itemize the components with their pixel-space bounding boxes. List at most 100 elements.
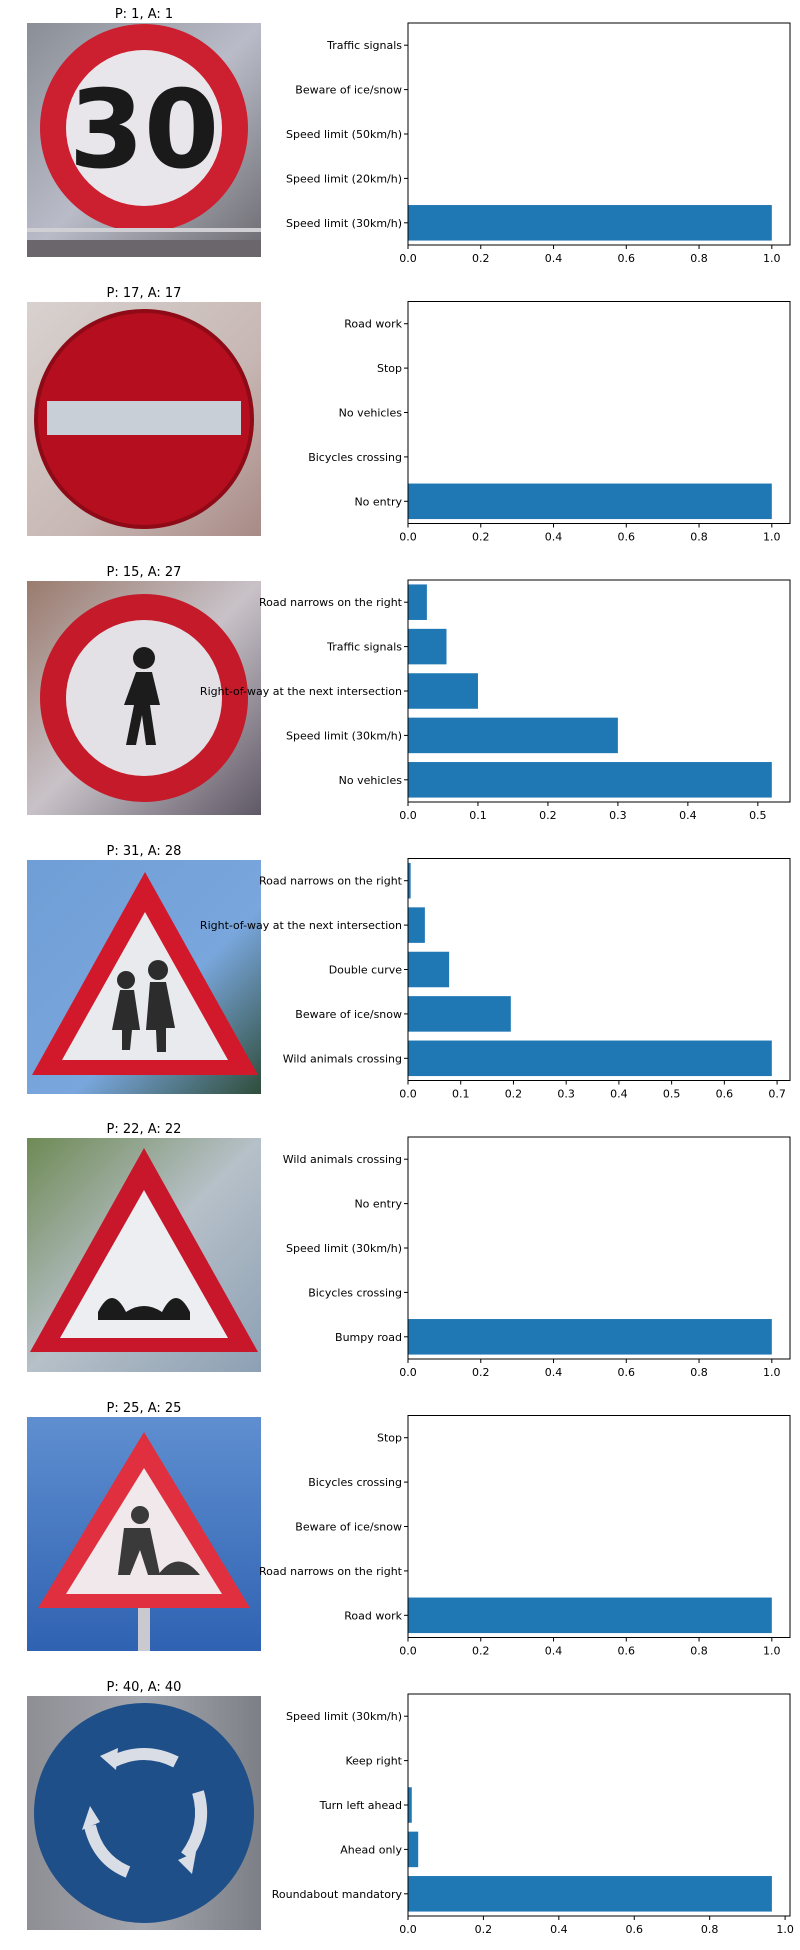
image-title-6: P: 25, A: 25 [107,1401,182,1416]
x-tick-label: 0.0 [399,1366,417,1379]
x-tick-label: 0.5 [663,1088,681,1101]
x-tick-label: 0.0 [399,809,417,822]
bar-4-1 [408,1040,772,1077]
x-tick-label: 0.0 [399,1088,417,1101]
x-tick-label: 0.4 [545,252,563,265]
x-tick-label: 0.4 [545,1366,563,1379]
x-tick-label: 0.3 [609,809,627,822]
bar-chart-5: Bumpy road Bicycles crossing Speed limit (… [283,1136,791,1379]
bar-7-2 [408,1831,419,1868]
x-tick-label: 0.6 [618,1366,636,1379]
category-label: Stop [377,1432,402,1445]
x-tick-label: 0.0 [399,531,417,544]
bar-4-5 [408,862,411,899]
bar-3-2 [408,717,618,754]
category-label: Speed limit (30km/h) [286,1710,402,1723]
x-tick-label: 0.2 [475,1923,493,1936]
x-tick-label: 0.6 [716,1088,734,1101]
bar-2-1 [408,483,772,520]
x-tick-label: 0.6 [618,531,636,544]
bar-chart-2: No entry Bicycles crossing No vehicles Stop… [308,301,791,544]
x-tick-label: 0.4 [679,809,697,822]
x-tick-label: 1.0 [763,531,781,544]
bar-7-3 [408,1787,412,1823]
category-label: Traffic signals [326,39,402,52]
bar-chart-6: Road work Road narrows on the right Beware… [259,1415,791,1658]
category-label: No entry [354,1198,402,1211]
category-label: Speed limit (30km/h) [286,217,402,230]
x-tick-label: 0.2 [505,1088,523,1101]
x-tick-label: 0.8 [690,1645,708,1658]
category-label: Right-of-way at the next intersection [200,919,402,932]
x-tick-label: 0.4 [610,1088,628,1101]
category-label: Road work [344,318,402,331]
x-tick-label: 0.3 [557,1088,575,1101]
x-tick-label: 0.2 [472,531,490,544]
bar-chart-3: No vehicles Speed limit (30km/h) Right-of-… [200,579,791,822]
category-label: Bumpy road [335,1331,402,1344]
category-label: Wild animals crossing [283,1153,402,1166]
image-title-4: P: 31, A: 28 [107,844,182,859]
bar-1-1 [408,205,772,241]
bar-5-1 [408,1319,772,1355]
x-tick-label: 0.0 [399,1923,417,1936]
x-tick-label: 0.0 [399,1645,417,1658]
category-label: Beware of ice/snow [295,1008,402,1021]
sign-image-7: P: 40, A: 40 [27,1680,261,1930]
svg-text:30: 30 [69,68,219,193]
bar-chart-1: Speed limit (30km/h) Speed limit (20km/h)… [286,22,791,265]
category-label: No vehicles [339,774,403,787]
x-tick-label: 0.4 [550,1923,568,1936]
x-tick-label: 0.8 [690,252,708,265]
x-tick-label: 0.2 [472,1366,490,1379]
bar-4-3 [408,951,450,988]
x-tick-label: 0.6 [626,1923,644,1936]
category-label: Ahead only [340,1843,402,1856]
image-title-5: P: 22, A: 22 [107,1122,182,1137]
bar-3-4 [408,628,447,665]
category-label: Roundabout mandatory [272,1888,403,1901]
x-tick-label: 1.0 [763,252,781,265]
category-label: Road narrows on the right [259,596,403,609]
sign-image-6: P: 25, A: 25 [27,1401,261,1651]
sign-image-2: P: 17, A: 17 [27,286,261,536]
x-tick-label: 0.7 [768,1088,786,1101]
category-label: Stop [377,362,402,375]
x-tick-label: 1.0 [763,1366,781,1379]
x-tick-label: 1.0 [763,1645,781,1658]
image-title-2: P: 17, A: 17 [107,286,182,301]
sign-image-3: P: 15, A: 27 [27,565,261,815]
bar-4-4 [408,907,425,943]
category-label: Double curve [329,964,403,977]
sign-image-1: P: 1, A: 1 30 [27,7,261,257]
image-title-7: P: 40, A: 40 [107,1680,182,1695]
x-tick-label: 0.6 [618,252,636,265]
category-label: No vehicles [339,407,403,420]
bar-3-1 [408,762,772,798]
image-title-3: P: 15, A: 27 [107,565,182,580]
bar-3-3 [408,673,478,709]
category-label: Beware of ice/snow [295,1521,402,1534]
category-label: No entry [354,495,402,508]
x-tick-label: 0.5 [749,809,767,822]
category-label: Speed limit (30km/h) [286,1242,402,1255]
x-tick-label: 0.8 [690,1366,708,1379]
category-label: Bicycles crossing [308,1476,402,1489]
bar-6-1 [408,1597,772,1634]
category-label: Road work [344,1609,402,1622]
category-label: Speed limit (50km/h) [286,128,402,141]
x-tick-label: 1.0 [776,1923,794,1936]
category-label: Speed limit (20km/h) [286,172,402,185]
x-tick-label: 0.8 [701,1923,719,1936]
x-tick-label: 0.2 [472,1645,490,1658]
x-tick-label: 0.8 [690,531,708,544]
category-label: Road narrows on the right [259,875,403,888]
x-tick-label: 0.2 [539,809,557,822]
x-tick-label: 0.6 [618,1645,636,1658]
category-label: Bicycles crossing [308,1286,402,1299]
category-label: Turn left ahead [319,1799,402,1812]
x-tick-label: 0.1 [452,1088,470,1101]
category-label: Keep right [345,1755,402,1768]
x-tick-label: 0.2 [472,252,490,265]
